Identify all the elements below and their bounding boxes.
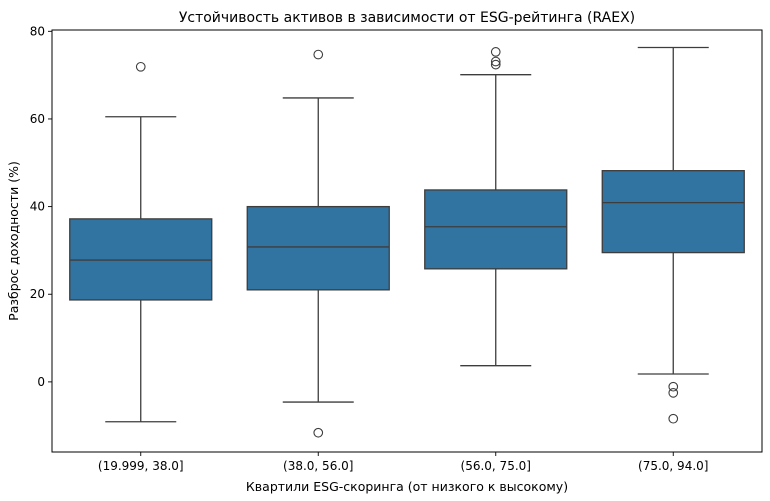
box-iqr — [601, 170, 745, 254]
plot-area: 0 20 40 60 80 (19.999, 38.0] (38.0, 56.0] (56.0… — [30, 24, 763, 473]
y-tick-label: 0 — [37, 375, 45, 389]
box-iqr — [246, 205, 390, 291]
box-iqr — [424, 189, 568, 270]
outlier-point — [135, 61, 146, 72]
outlier-point — [313, 49, 324, 60]
y-tick-label: 80 — [30, 24, 45, 38]
outlier-point — [668, 381, 679, 392]
y-tick-label: 60 — [30, 112, 45, 126]
outlier-point — [490, 59, 501, 70]
x-tick-label: (56.0, 75.0] — [461, 459, 531, 473]
y-tick-label: 20 — [30, 287, 45, 301]
x-tick-label: (38.0, 56.0] — [283, 459, 353, 473]
x-axis-label: Квартили ESG-скоринга (от низкого к высо… — [246, 479, 568, 494]
outlier-point — [668, 387, 679, 398]
plot-frame — [51, 29, 763, 453]
outlier-point — [490, 47, 501, 57]
y-tick-label: 40 — [30, 200, 45, 214]
outlier-point — [313, 427, 324, 438]
y-axis-label: Разброс доходности (%) — [6, 161, 21, 321]
x-tick-label: (19.999, 38.0] — [98, 459, 184, 473]
outlier-point — [668, 413, 679, 424]
outlier-point — [490, 56, 501, 67]
x-tick-label: (75.0, 94.0] — [638, 459, 708, 473]
chart-title: Устойчивость активов в зависимости от ES… — [179, 10, 635, 26]
box-iqr — [69, 218, 213, 301]
